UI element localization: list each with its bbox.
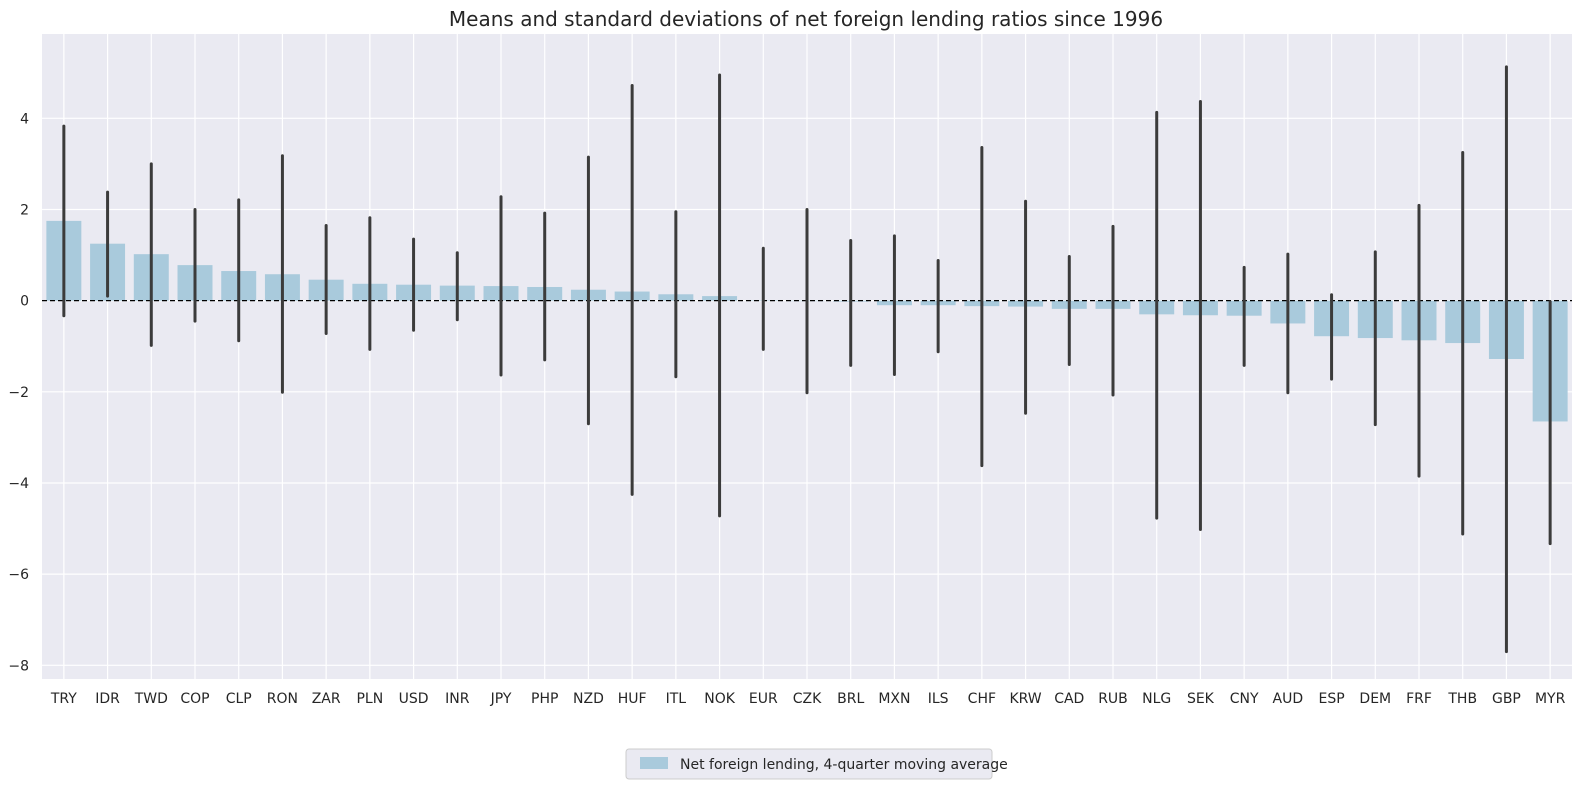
- x-tick-label-frf: FRF: [1406, 691, 1432, 707]
- chart-title: Means and standard deviations of net for…: [449, 7, 1163, 31]
- legend: Net foreign lending, 4-quarter moving av…: [625, 748, 1008, 780]
- x-tick-label-pln: PLN: [356, 691, 383, 707]
- x-tick-label-chf: CHF: [968, 691, 996, 707]
- legend-frame: [625, 748, 993, 780]
- x-tick-label-nlg: NLG: [1142, 691, 1171, 707]
- x-tick-label-sek: SEK: [1187, 691, 1215, 707]
- y-tick-label: −8: [8, 658, 29, 674]
- y-axis-ticks: −8 −6 −4 −2 0 2 4: [8, 111, 29, 674]
- x-tick-label-ron: RON: [267, 691, 298, 707]
- x-tick-label-cop: COP: [180, 691, 209, 707]
- x-tick-label-aud: AUD: [1273, 691, 1304, 707]
- x-tick-label-gbp: GBP: [1492, 691, 1521, 707]
- x-tick-label-try: TRY: [50, 691, 77, 707]
- x-tick-label-inr: INR: [445, 691, 470, 707]
- x-axis-ticks: TRY IDR TWD COP CLP RON ZAR PLN USD INR JPY PHP NZD H…: [50, 691, 1566, 707]
- x-tick-label-dem: DEM: [1359, 691, 1391, 707]
- x-tick-label-czk: CZK: [793, 691, 822, 707]
- x-tick-label-usd: USD: [399, 691, 429, 707]
- x-tick-label-cny: CNY: [1230, 691, 1259, 707]
- x-tick-label-php: PHP: [531, 691, 558, 707]
- x-tick-label-krw: KRW: [1009, 691, 1041, 707]
- x-tick-label-zar: ZAR: [312, 691, 341, 707]
- legend-label: Net foreign lending, 4-quarter moving av…: [680, 757, 1008, 773]
- x-tick-label-jpy: JPY: [490, 691, 512, 707]
- x-tick-label-clp: CLP: [226, 691, 252, 707]
- y-tick-label: −4: [8, 476, 29, 492]
- x-tick-label-nzd: NZD: [573, 691, 604, 707]
- y-tick-label: −2: [8, 385, 29, 401]
- y-tick-label: 0: [20, 294, 29, 310]
- x-tick-label-eur: EUR: [749, 691, 778, 707]
- y-tick-label: −6: [8, 567, 29, 583]
- x-tick-label-myr: MYR: [1535, 691, 1566, 707]
- x-tick-label-cad: CAD: [1054, 691, 1084, 707]
- x-tick-label-thb: THB: [1447, 691, 1477, 707]
- x-tick-label-mxn: MXN: [878, 691, 910, 707]
- legend-swatch: [640, 757, 668, 769]
- x-tick-label-ils: ILS: [928, 691, 949, 707]
- x-tick-label-twd: TWD: [134, 691, 168, 707]
- x-tick-label-nok: NOK: [704, 691, 735, 707]
- x-tick-label-rub: RUB: [1098, 691, 1128, 707]
- y-tick-label: 2: [20, 202, 29, 218]
- x-tick-label-idr: IDR: [95, 691, 120, 707]
- x-tick-label-huf: HUF: [618, 691, 647, 707]
- error-bars: [62, 65, 1552, 654]
- x-tick-label-esp: ESP: [1318, 691, 1344, 707]
- x-tick-label-brl: BRL: [837, 691, 864, 707]
- y-tick-label: 4: [20, 111, 29, 127]
- x-tick-label-itl: ITL: [666, 691, 687, 707]
